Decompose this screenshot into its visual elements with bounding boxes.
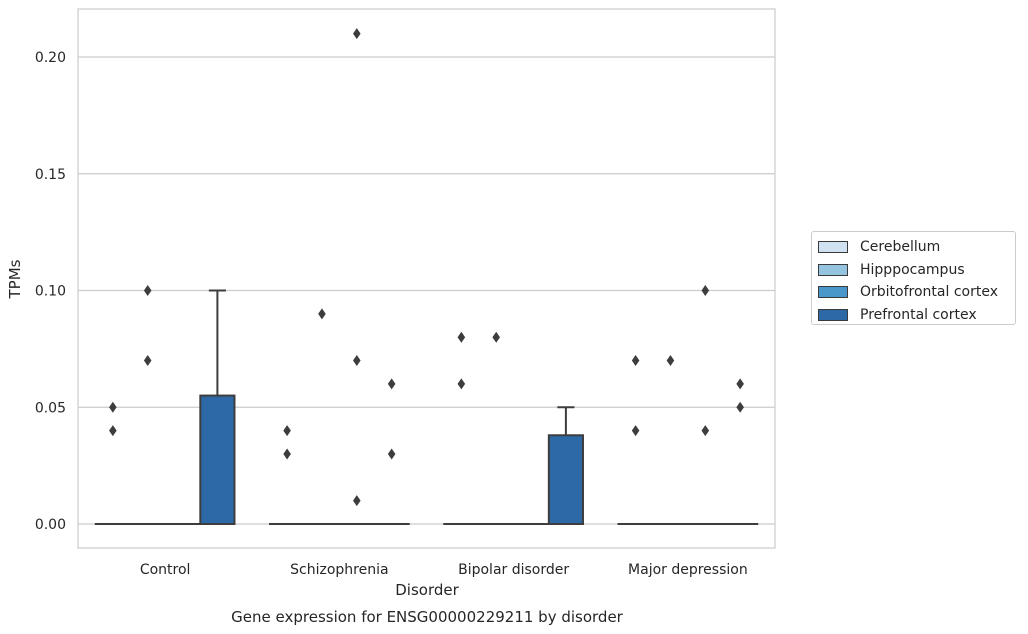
legend-swatch (818, 241, 848, 254)
legend-item: Prefrontal cortex (818, 304, 1015, 327)
legend-item: Hipppocampus (818, 259, 1015, 282)
box-cerebellum (443, 331, 480, 526)
box-hipppocampus (129, 285, 166, 526)
outlier-point (457, 331, 466, 343)
outlier-point (457, 378, 466, 390)
box-orbitofrontal-cortex (338, 28, 375, 526)
boxes (94, 28, 759, 526)
box-cerebellum (269, 425, 306, 526)
x-tick-labels: Control Schizophrenia Bipolar disorder Majo… (140, 562, 748, 578)
outlier-point (109, 401, 117, 413)
chart-title: Gene expression for ENSG00000229211 by d… (231, 608, 624, 626)
outlier-point (353, 355, 361, 367)
x-tick-label: Control (140, 562, 191, 578)
x-tick-label: Schizophrenia (290, 562, 388, 578)
outlier-point (736, 378, 744, 390)
box-hipppocampus (478, 331, 515, 526)
box-hipppocampus (303, 308, 341, 526)
legend-label: Hipppocampus (860, 261, 965, 278)
outlier-point (283, 448, 291, 460)
outlier-point (318, 308, 326, 320)
box-body (547, 434, 584, 525)
box-prefrontal-cortex (199, 289, 236, 526)
y-tick-label: 0.00 (35, 517, 66, 533)
y-axis-label: TPMs (6, 259, 24, 299)
box-cerebellum (617, 355, 654, 526)
x-axis-label: Disorder (395, 581, 459, 599)
y-tick-label: 0.20 (35, 50, 66, 66)
outlier-point (387, 448, 396, 460)
legend-item: Cerebellum (818, 236, 1015, 259)
y-tick-label: 0.15 (35, 167, 66, 183)
box-orbitofrontal-cortex (687, 285, 724, 526)
outlier-point (492, 331, 500, 343)
legend-label: Cerebellum (860, 239, 941, 256)
outlier-point (353, 28, 361, 40)
legend-swatch (818, 308, 848, 321)
box-prefrontal-cortex (722, 378, 759, 526)
legend-label: Prefrontal cortex (860, 306, 977, 323)
x-tick-label: Bipolar disorder (458, 562, 569, 578)
box-prefrontal-cortex (547, 406, 584, 525)
y-tick-label: 0.10 (35, 284, 66, 300)
y-tick-label: 0.05 (35, 400, 66, 416)
outlier-point (701, 425, 710, 437)
outlier-point (353, 495, 361, 507)
outlier-point (387, 378, 396, 390)
legend: Cerebellum Hipppocampus Orbitofrontal cort… (811, 231, 1016, 325)
x-tick-label: Major depression (628, 562, 748, 578)
legend-swatch (818, 286, 848, 299)
outlier-point (631, 425, 640, 437)
legend-item: Orbitofrontal cortex (818, 281, 1015, 304)
y-tick-labels: 0.00 0.05 0.10 0.15 0.20 (35, 50, 66, 533)
plot-area-frame (77, 8, 776, 549)
outlier-point (631, 355, 640, 367)
legend-swatch (818, 263, 848, 276)
outlier-point (143, 355, 152, 367)
outlier-point (143, 285, 152, 296)
box-cerebellum (94, 401, 131, 526)
outlier-point (109, 425, 117, 437)
legend-label: Orbitofrontal cortex (860, 284, 998, 301)
box-hipppocampus (652, 355, 689, 526)
box-prefrontal-cortex (373, 378, 410, 526)
outlier-point (666, 355, 675, 367)
outlier-point (736, 401, 744, 413)
grid-lines (78, 56, 775, 525)
outlier-point (283, 425, 291, 437)
outlier-point (701, 285, 710, 296)
box-body (199, 394, 236, 526)
